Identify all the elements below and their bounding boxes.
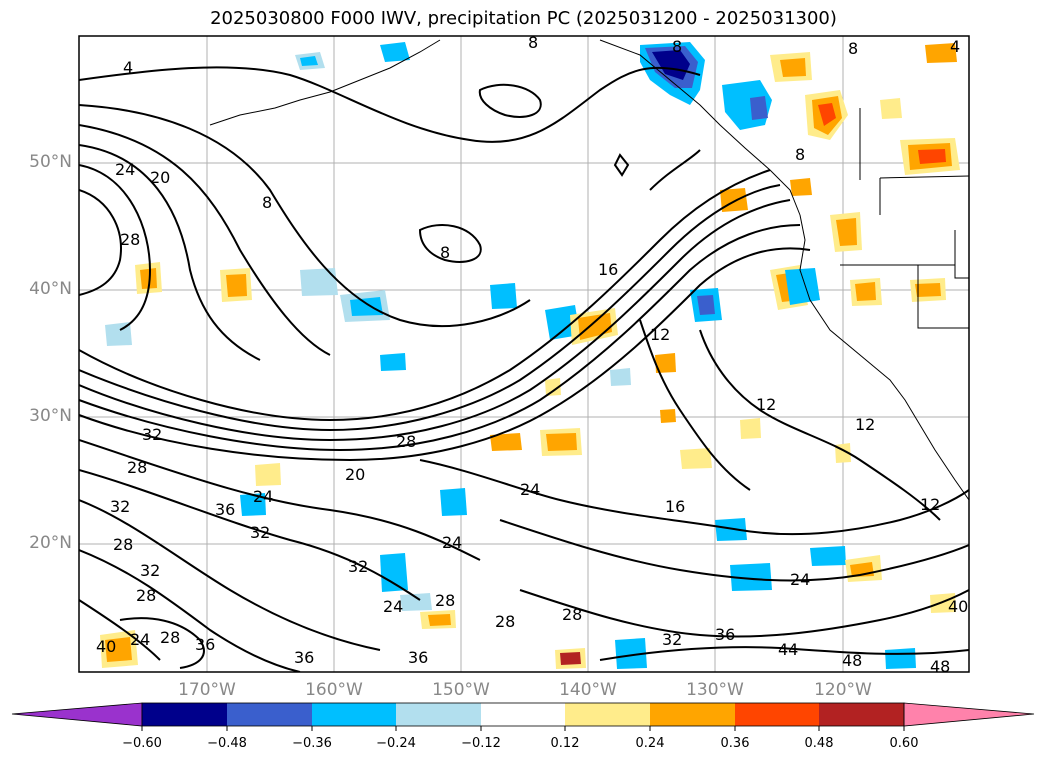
iwv-contours xyxy=(79,66,969,672)
contour-label: 28 xyxy=(562,605,582,624)
contour-label: 28 xyxy=(396,432,416,451)
contour-label: 24 xyxy=(442,533,462,552)
contour-label: 28 xyxy=(136,586,156,605)
colorbar-tick-label: −0.36 xyxy=(292,736,332,751)
contour-label: 32 xyxy=(142,425,162,444)
lon-label: 120°W xyxy=(814,680,872,700)
contour-label: 8 xyxy=(440,243,450,262)
lat-label: 20°N xyxy=(29,533,72,553)
coastlines xyxy=(209,39,969,501)
map-title: 2025030800 F000 IWV, precipitation PC (2… xyxy=(210,8,837,29)
contour-label: 28 xyxy=(113,535,133,554)
colorbar-tick-label: 0.12 xyxy=(550,736,580,751)
contour-label: 36 xyxy=(294,648,314,667)
contour-label: 28 xyxy=(120,230,140,249)
lon-label: 130°W xyxy=(686,680,744,700)
contour-label: 8 xyxy=(262,193,272,212)
lat-label: 50°N xyxy=(29,152,72,172)
contour-label: 16 xyxy=(665,497,685,516)
lat-label: 30°N xyxy=(29,406,72,426)
contour-label: 24 xyxy=(520,480,540,499)
colorbar-tick-label: −0.24 xyxy=(376,736,416,751)
contour-label: 36 xyxy=(715,625,735,644)
colorbar-tick-label: 0.60 xyxy=(889,736,919,751)
colorbar-swatch xyxy=(650,703,735,726)
colorbar-tick-label: −0.12 xyxy=(461,736,501,751)
colorbar-swatch xyxy=(735,703,819,726)
colorbar-swatch xyxy=(142,703,227,726)
contour-label: 12 xyxy=(920,495,940,514)
contour-label: 36 xyxy=(195,635,215,654)
map-frame xyxy=(78,35,970,673)
colorbar-tick-label: −0.48 xyxy=(207,736,247,751)
contour-label: 8 xyxy=(795,145,805,164)
colorbar-tick-label: 0.24 xyxy=(635,736,665,751)
colorbar-swatch xyxy=(312,703,396,726)
contour-label: 24 xyxy=(383,597,403,616)
contour-label: 28 xyxy=(160,628,180,647)
precipitation-shading xyxy=(100,42,960,669)
contour-label: 32 xyxy=(250,523,270,542)
colorbar xyxy=(11,702,1035,731)
contour-label: 32 xyxy=(110,497,130,516)
contour-label: 12 xyxy=(650,325,670,344)
contour-label: 12 xyxy=(855,415,875,434)
contour-label-group: 4 8 8 8 8 4 24 20 28 8 16 12 12 12 8 12 … xyxy=(96,33,968,676)
lon-label: 170°W xyxy=(178,680,236,700)
lat-label: 40°N xyxy=(29,279,72,299)
lon-label: 160°W xyxy=(305,680,363,700)
colorbar-tick-label: −0.60 xyxy=(122,736,162,751)
map-plot-area xyxy=(79,36,969,672)
contour-label: 16 xyxy=(598,260,618,279)
colorbar-swatch-low xyxy=(11,702,143,727)
contour-label: 24 xyxy=(130,630,150,649)
contour-label: 24 xyxy=(790,570,810,589)
contour-label: 28 xyxy=(127,458,147,477)
colorbar-swatch xyxy=(396,703,481,726)
colorbar-tick-label: 0.36 xyxy=(720,736,750,751)
contour-label: 8 xyxy=(848,39,858,58)
contour-label: 20 xyxy=(345,465,365,484)
contour-label: 20 xyxy=(150,168,170,187)
contour-label: 44 xyxy=(778,640,798,659)
colorbar-swatch xyxy=(227,703,312,726)
contour-label: 32 xyxy=(662,630,682,649)
contour-label: 48 xyxy=(842,651,862,670)
colorbar-swatch xyxy=(481,703,565,726)
contour-label: 40 xyxy=(96,637,116,656)
lon-label: 140°W xyxy=(559,680,617,700)
contour-label: 36 xyxy=(408,648,428,667)
contour-label: 24 xyxy=(115,160,135,179)
colorbar-swatch xyxy=(819,703,904,726)
contour-label: 8 xyxy=(672,37,682,56)
contour-label: 4 xyxy=(123,58,133,77)
contour-label: 32 xyxy=(348,557,368,576)
colorbar-swatch xyxy=(565,703,650,726)
colorbar-tick-label: 0.48 xyxy=(804,736,834,751)
contour-label: 32 xyxy=(140,561,160,580)
contour-label: 48 xyxy=(930,657,950,676)
contour-label: 8 xyxy=(528,33,538,52)
contour-label: 28 xyxy=(495,612,515,631)
contour-label: 40 xyxy=(948,597,968,616)
contour-label: 24 xyxy=(253,487,273,506)
contour-label: 36 xyxy=(215,500,235,519)
gridlines xyxy=(79,36,969,672)
contour-label: 12 xyxy=(756,395,776,414)
contour-label: 28 xyxy=(435,591,455,610)
contour-label: 4 xyxy=(950,37,960,56)
lon-label: 150°W xyxy=(432,680,490,700)
colorbar-swatch-high xyxy=(903,702,1035,727)
